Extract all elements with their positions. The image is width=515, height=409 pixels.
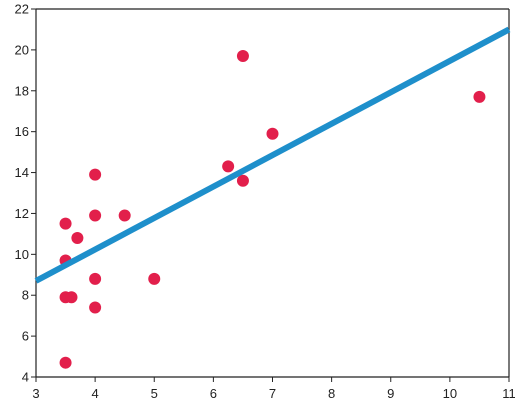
y-ticks: 4 6 8 10 12 14 16 18 20 22 (15, 2, 36, 385)
x-ticks: 3 4 5 6 7 8 9 10 11 (32, 377, 515, 401)
data-point (118, 209, 131, 222)
y-tick-label: 22 (15, 2, 29, 17)
data-point (266, 127, 279, 140)
x-tick-label: 8 (328, 386, 335, 401)
data-point (89, 301, 102, 314)
y-tick-label: 12 (15, 206, 29, 221)
y-tick-label: 4 (22, 370, 29, 385)
data-points (59, 50, 486, 369)
data-point (71, 231, 84, 244)
x-tick-label: 3 (32, 386, 39, 401)
y-tick-label: 20 (15, 42, 29, 57)
x-tick-label: 6 (210, 386, 217, 401)
data-point (222, 160, 235, 173)
x-tick-label: 7 (269, 386, 276, 401)
data-point (236, 174, 249, 187)
y-tick-label: 10 (15, 247, 29, 262)
y-tick-label: 6 (22, 329, 29, 344)
y-tick-label: 16 (15, 124, 29, 139)
x-tick-label: 11 (502, 386, 515, 401)
data-point (236, 50, 249, 63)
x-tick-label: 9 (387, 386, 394, 401)
data-point (89, 209, 102, 222)
trend-line (34, 26, 511, 284)
data-point (59, 217, 72, 230)
y-tick-label: 8 (22, 288, 29, 303)
x-tick-label: 5 (151, 386, 158, 401)
data-point (148, 272, 161, 285)
data-point (59, 356, 72, 369)
data-point (89, 272, 102, 285)
y-tick-label: 18 (15, 83, 29, 98)
data-point (89, 168, 102, 181)
data-point (473, 90, 486, 103)
data-point (65, 291, 78, 304)
x-tick-label: 4 (92, 386, 99, 401)
y-tick-label: 14 (15, 165, 29, 180)
x-tick-label: 10 (443, 386, 457, 401)
